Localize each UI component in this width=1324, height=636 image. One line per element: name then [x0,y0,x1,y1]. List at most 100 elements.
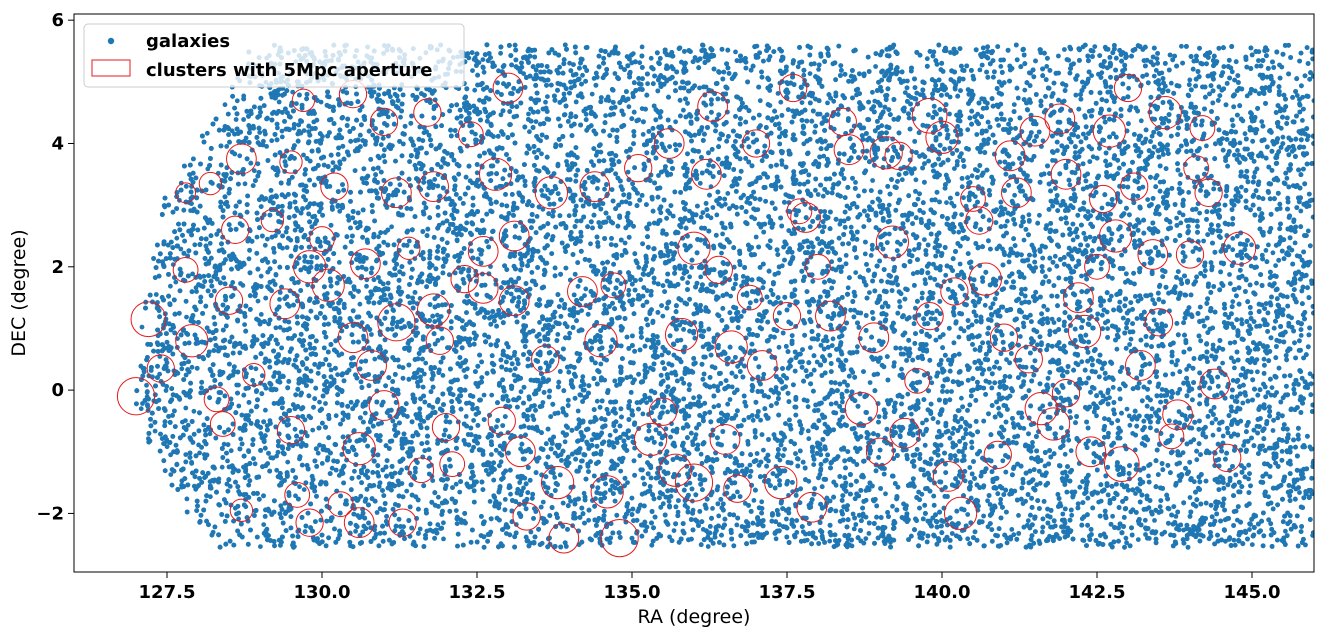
galaxy-point [843,253,849,258]
galaxy-point [700,344,706,350]
galaxy-point [222,102,228,108]
galaxy-point [1154,56,1160,62]
galaxy-point [448,325,454,331]
galaxy-point [396,364,402,369]
galaxy-point [954,191,960,197]
galaxy-point [732,430,738,436]
galaxy-point [648,288,654,294]
galaxy-point [1186,190,1192,195]
galaxy-point [1151,73,1157,79]
galaxy-point [890,503,895,509]
galaxy-point [949,389,954,394]
galaxy-point [453,508,459,513]
galaxy-point [1246,476,1251,482]
galaxy-point [234,98,240,104]
galaxy-point [533,119,539,124]
galaxy-point [421,371,427,377]
galaxy-point [778,99,784,105]
galaxy-point [317,399,322,405]
galaxy-point [622,240,628,246]
galaxy-point [583,286,589,292]
galaxy-point [884,136,890,142]
galaxy-point [1107,297,1113,303]
galaxy-point [1235,148,1240,153]
galaxy-point [862,251,868,257]
galaxy-point [255,298,261,304]
galaxy-point [580,374,586,380]
galaxy-point [716,513,722,519]
galaxy-point [1178,220,1184,226]
galaxy-point [870,199,875,205]
galaxy-point [595,186,600,191]
galaxy-point [681,107,686,113]
galaxy-point [1240,400,1246,406]
galaxy-point [949,531,955,536]
galaxy-point [224,144,230,149]
galaxy-point [1073,150,1078,156]
galaxy-point [539,188,544,193]
galaxy-point [1276,411,1281,417]
galaxy-point [645,81,650,87]
galaxy-point [481,69,487,75]
galaxy-point [767,238,773,244]
galaxy-point [1060,511,1066,517]
galaxy-point [1123,535,1129,541]
galaxy-point [258,312,264,317]
galaxy-point [1283,528,1288,534]
galaxy-point [385,280,391,286]
galaxy-point [1247,527,1252,532]
galaxy-point [194,289,199,294]
galaxy-point [575,408,581,414]
galaxy-point [589,91,595,97]
galaxy-point [867,290,872,295]
galaxy-point [567,307,573,313]
galaxy-point [1187,77,1193,83]
galaxy-point [417,526,423,532]
galaxy-point [1108,293,1114,299]
galaxy-point [637,453,643,459]
galaxy-point [404,488,410,494]
galaxy-point [799,100,805,105]
galaxy-point [1067,182,1073,188]
galaxy-point [962,478,968,484]
galaxy-point [956,334,962,340]
galaxy-point [378,142,384,148]
galaxy-point [1126,85,1131,91]
galaxy-point [474,170,480,176]
galaxy-point [333,413,339,419]
galaxy-point [183,405,189,411]
galaxy-point [761,447,766,453]
galaxy-point [1105,318,1111,324]
galaxy-point [1068,285,1073,291]
galaxy-point [754,451,760,456]
galaxy-point [265,236,270,242]
galaxy-point [292,426,298,432]
galaxy-point [219,464,225,470]
galaxy-point [871,347,877,353]
galaxy-point [740,274,746,279]
galaxy-point [1004,218,1010,224]
galaxy-point [180,419,185,425]
galaxy-point [566,213,572,219]
galaxy-point [845,285,851,291]
galaxy-point [636,265,642,270]
galaxy-point [947,111,952,117]
galaxy-point [562,439,568,445]
galaxy-point [602,508,607,514]
galaxy-point [840,399,845,405]
galaxy-point [982,302,988,308]
galaxy-point [1216,207,1222,213]
galaxy-point [539,151,544,157]
galaxy-point [775,91,781,96]
galaxy-point [814,359,820,365]
galaxy-point [335,372,340,377]
galaxy-point [825,100,830,106]
galaxy-point [581,490,587,496]
galaxy-point [190,271,196,277]
galaxy-point [477,97,482,103]
galaxy-point [463,414,469,419]
galaxy-point [758,417,763,423]
galaxy-point [1261,356,1267,362]
galaxy-point [1297,490,1302,495]
galaxy-point [536,147,541,153]
